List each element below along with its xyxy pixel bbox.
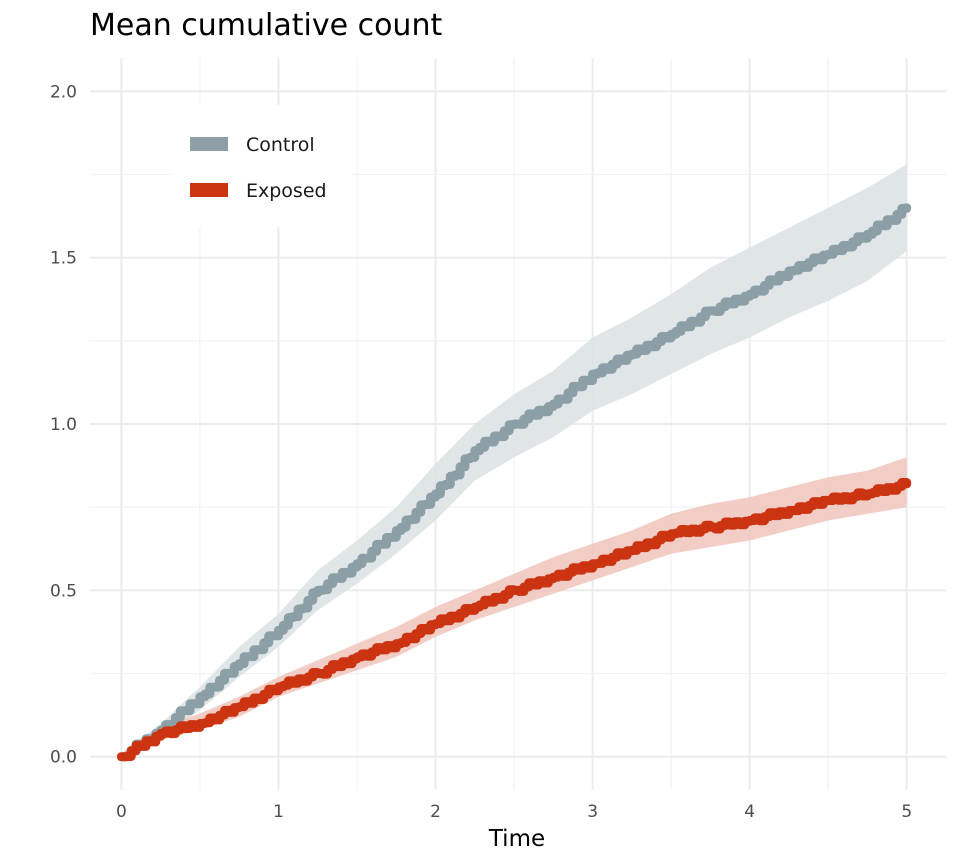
x-tick-label: 2 xyxy=(430,802,441,822)
x-axis-ticks: 0 1 2 3 4 5 xyxy=(116,802,912,822)
x-tick-label: 3 xyxy=(587,802,598,822)
y-axis-ticks: 0.0 0.5 1.0 1.5 2.0 xyxy=(50,82,77,767)
exposed-confidence-band xyxy=(121,457,907,757)
x-tick-label: 5 xyxy=(901,802,912,822)
control-legend-label: Control xyxy=(246,134,315,156)
x-tick-label: 4 xyxy=(744,802,755,822)
y-tick-label: 1.0 xyxy=(50,415,77,435)
exposed-legend-key xyxy=(190,183,228,197)
y-tick-label: 1.5 xyxy=(50,249,77,269)
exposed-legend-label: Exposed xyxy=(246,180,327,202)
x-axis-title: Time xyxy=(488,826,545,852)
y-tick-label: 0.0 xyxy=(50,748,77,768)
control-series-line xyxy=(116,203,912,762)
series-lines xyxy=(116,203,912,762)
y-tick-label: 0.5 xyxy=(50,581,77,601)
y-tick-label: 2.0 xyxy=(50,82,77,102)
x-tick-label: 0 xyxy=(116,802,127,822)
exposed-series-line xyxy=(116,478,912,762)
legend: Control Exposed xyxy=(172,105,352,227)
x-tick-label: 1 xyxy=(273,802,284,822)
chart-title: Mean cumulative count xyxy=(90,8,442,43)
control-legend-key xyxy=(190,137,228,151)
legend-background xyxy=(172,105,352,227)
